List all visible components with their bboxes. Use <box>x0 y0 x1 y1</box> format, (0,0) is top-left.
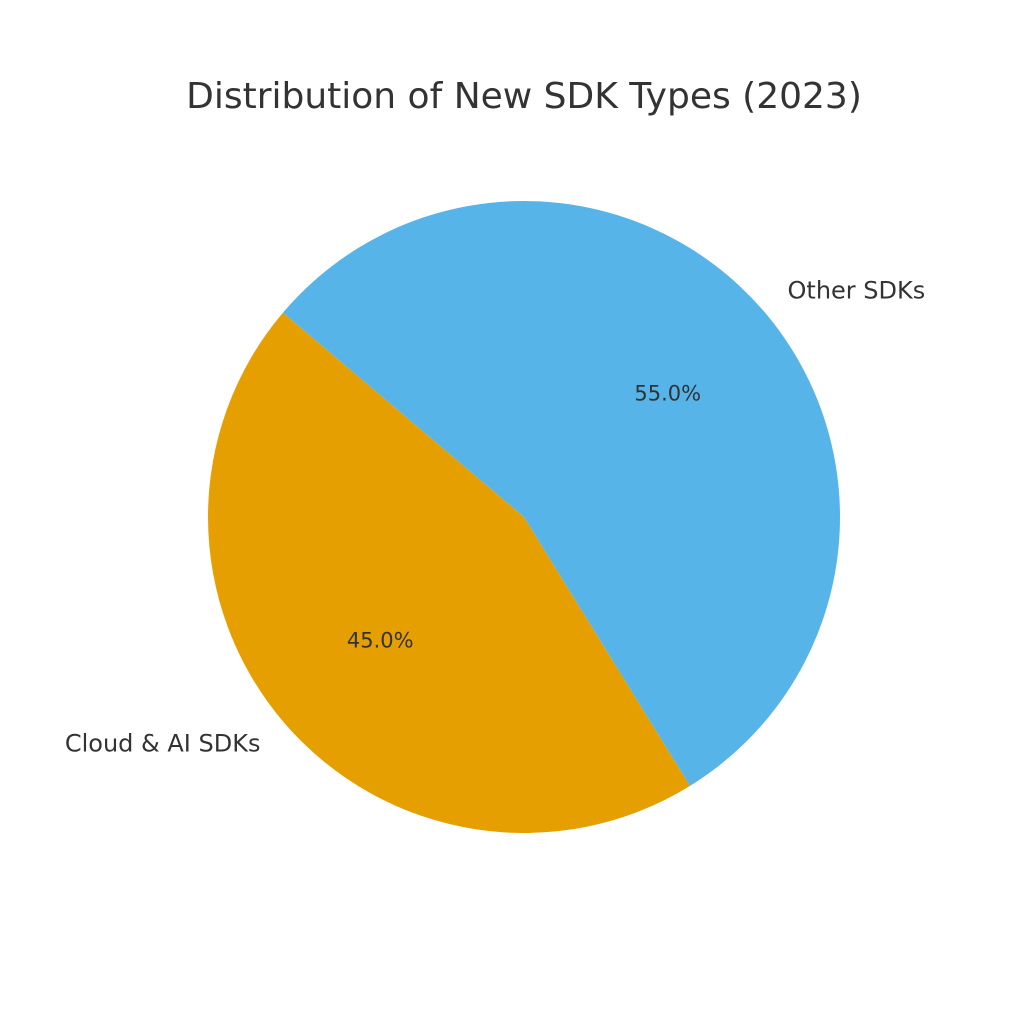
pie-slice-other-sdks <box>282 200 840 786</box>
slice-label-other-sdks: Other SDKs <box>788 276 926 304</box>
pie-slices <box>208 200 840 833</box>
pie-labels: Cloud & AI SDKs 45.0% Other SDKs 55.0% <box>65 276 925 757</box>
pct-label-cloud-ai-sdks: 45.0% <box>347 629 414 653</box>
slice-label-cloud-ai-sdks: Cloud & AI SDKs <box>65 730 261 758</box>
chart-title: Distribution of New SDK Types (2023) <box>186 76 862 117</box>
pct-label-other-sdks: 55.0% <box>634 381 701 405</box>
pie-slice-cloud-ai-sdks <box>208 312 691 833</box>
